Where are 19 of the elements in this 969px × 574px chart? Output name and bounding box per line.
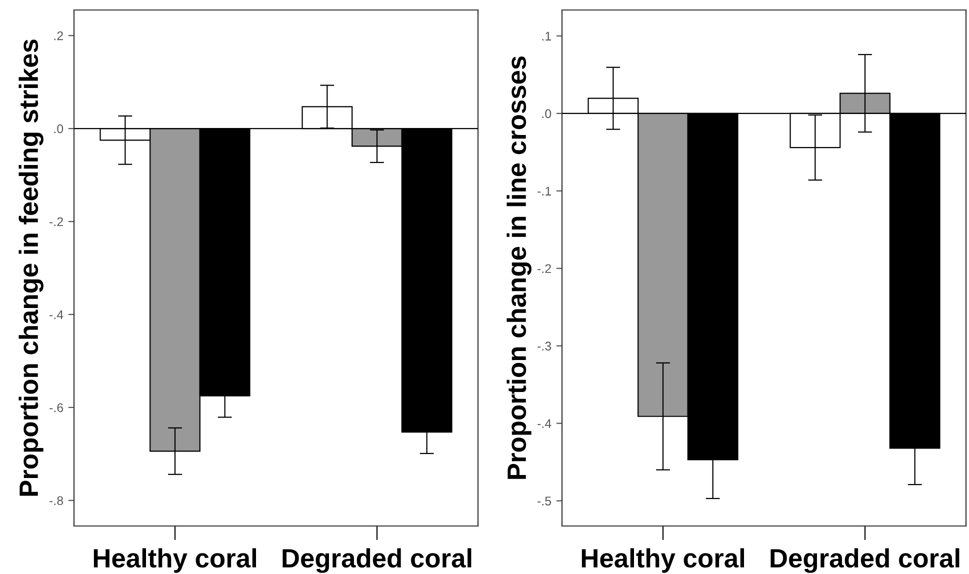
x-tick-label: Healthy coral (94, 548, 256, 573)
y-tick-label: -.5 (538, 496, 552, 506)
y-axis-title: Proportion change in line crosses (506, 56, 532, 479)
y-tick-label: -.4 (50, 310, 64, 320)
y-tick-label: -.4 (538, 419, 552, 428)
y-tick-label: -.1 (538, 186, 551, 196)
y-tick-label: .2 (54, 31, 63, 40)
y-tick-label: .1 (542, 32, 551, 40)
x-tick-label: Degraded coral (770, 548, 960, 573)
y-axis-title: Proportion change in feeding strikes (18, 40, 44, 496)
x-tick-label: Healthy coral (582, 548, 744, 573)
y-tick-label: -.8 (50, 496, 64, 506)
x-tick-label: Degraded coral (282, 548, 472, 573)
y-tick-label: -.2 (50, 217, 63, 226)
y-tick-label: -.6 (50, 403, 64, 412)
y-tick-label: .0 (542, 109, 552, 118)
y-tick-label: -.3 (538, 342, 552, 351)
y-tick-label: .0 (54, 124, 64, 134)
y-tick-label: -.2 (538, 264, 551, 273)
